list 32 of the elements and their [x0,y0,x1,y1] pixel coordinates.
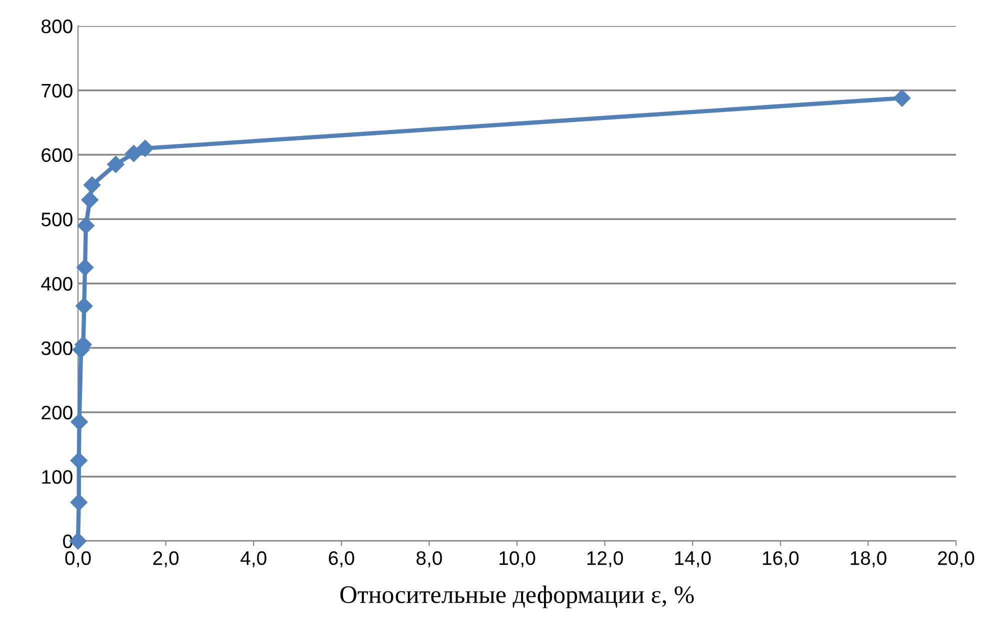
x-tick-label: 18,0 [850,551,886,568]
y-tick-label: 700 [42,84,72,98]
x-tick-label: 8,0 [416,551,442,568]
y-tick-label: 100 [42,470,72,484]
point [70,413,88,430]
point [83,176,101,194]
point [70,494,88,511]
point [76,258,94,276]
x-tick-label: 2,0 [153,551,179,568]
x-tick-label: 10,0 [500,551,536,568]
x-tick-label: 14,0 [675,551,711,568]
point [70,452,88,470]
y-tick-label: 300 [41,341,72,356]
x-tick-label: 6,0 [328,551,354,568]
x-tick-label: 0,0 [65,551,91,568]
point [125,144,142,162]
x-tick-label: 20,0 [938,551,974,568]
x-axis-title: Относительные деформации ε, % [340,586,694,608]
point [81,191,98,208]
x-tick-label: 12,0 [587,551,623,568]
y-tick-label: 600 [42,148,72,162]
point [107,156,124,173]
point [136,140,154,157]
x-tick-label: 16,0 [762,551,799,568]
x-tick-label: 4,0 [240,551,266,568]
y-tick-label: 500 [41,212,72,226]
point [76,297,93,315]
y-tick-label: 400 [41,276,72,291]
point [77,217,94,234]
y-tick-label: 200 [42,406,72,420]
y-tick-label: 800 [42,19,72,34]
point [893,90,911,107]
